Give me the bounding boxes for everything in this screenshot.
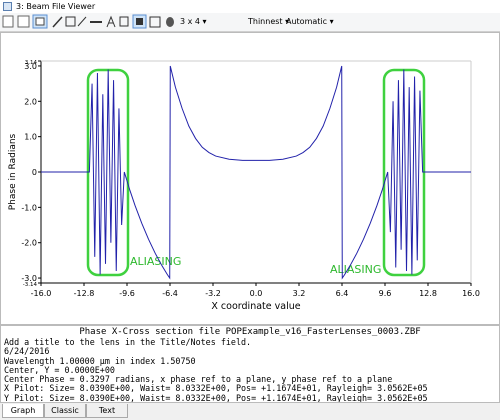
- tab[interactable]: Graph: [2, 404, 44, 418]
- y-axis-label: Phase in Radians: [8, 133, 18, 210]
- annotation: ALIASING: [130, 255, 181, 268]
- annotation: ALIASING: [330, 263, 381, 276]
- info-line: Y Pilot: Size= 8.0390E+00, Waist= 8.0332…: [4, 392, 428, 403]
- tab[interactable]: Classic: [44, 404, 86, 418]
- title-bar: 3: Beam File Viewer: [0, 0, 500, 13]
- x-tick-label: 9.6: [379, 289, 392, 298]
- x-tick-label: -16.0: [31, 289, 52, 298]
- info-line: X Pilot: Size= 8.0390E+00, Waist= 8.0332…: [4, 383, 428, 394]
- y-tick-label: -3.14: [23, 282, 38, 288]
- toolbar: 3 x 4 ▾ Thinnest ▾ Automatic ▾: [0, 13, 500, 32]
- info-lines: Add a title to the lens in the Title/Not…: [1, 337, 499, 403]
- y-tick-label: 2.0: [24, 97, 37, 106]
- x-tick-label: 12.8: [419, 289, 437, 298]
- info-line: 6/24/2016: [4, 346, 50, 357]
- y-tick-label: -1.0: [21, 203, 37, 212]
- tab[interactable]: Text: [86, 404, 128, 418]
- y-tick-label: 3.14: [25, 60, 38, 66]
- x-tick-label: -12.8: [74, 289, 95, 298]
- phase-line: [41, 65, 471, 280]
- x-tick-label: -3.2: [205, 289, 221, 298]
- x-tick-label: 3.2: [293, 289, 306, 298]
- app-icon: [3, 2, 12, 11]
- y-tick-label: 3.0: [24, 62, 37, 71]
- window-title: 3: Beam File Viewer: [16, 2, 96, 11]
- scale-dropdown[interactable]: Automatic ▾: [286, 17, 334, 26]
- y-tick-label: -2.0: [21, 239, 37, 248]
- tabs: Graph Classic Text: [0, 404, 500, 420]
- info-line: Center, Y = 0.0000E+00: [4, 364, 115, 375]
- info-line: Add a title to the lens in the Title/Not…: [4, 337, 252, 347]
- x-tick-label: 6.4: [336, 289, 349, 298]
- x-axis-label: X coordinate value: [211, 301, 300, 312]
- toolbar-icons[interactable]: [0, 13, 240, 31]
- x-tick-label: -9.6: [119, 289, 135, 298]
- layout-dropdown[interactable]: 3 x 4 ▾: [180, 17, 207, 26]
- x-tick-label: -6.4: [162, 289, 178, 298]
- info-line: Wavelength 1.00000 µm in index 1.50750: [4, 355, 196, 366]
- x-tick-label: 16.0: [462, 289, 480, 298]
- info-line: Center Phase = 0.3297 radians, x phase r…: [4, 374, 393, 385]
- y-tick-label: -3.0: [21, 274, 37, 283]
- line-dropdown[interactable]: Thinnest ▾: [248, 17, 290, 26]
- caption: Phase X-Cross section file POPExample_v1…: [79, 327, 421, 337]
- y-tick-label: 0: [32, 168, 37, 177]
- text-panel: Phase X-Cross section file POPExample_v1…: [0, 325, 500, 403]
- y-tick-label: 1.0: [24, 133, 37, 142]
- x-tick-label: 0.0: [250, 289, 263, 298]
- chart: ALIASING ALIASING Phase in Radians X coo…: [0, 32, 500, 325]
